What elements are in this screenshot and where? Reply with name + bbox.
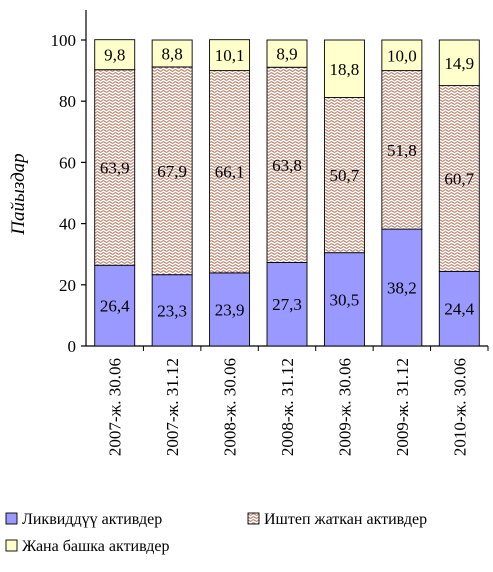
y-tick-label: 100	[51, 31, 77, 50]
data-label: 27,3	[272, 295, 302, 314]
y-tick-label: 80	[59, 92, 76, 111]
bar-segment-2	[438, 85, 480, 272]
bar-segment-2	[381, 70, 423, 230]
data-label: 26,4	[100, 297, 130, 316]
data-label: 50,7	[330, 166, 360, 185]
x-tick-label: 2007-ж. 30.06	[106, 358, 125, 456]
bar-segment-2	[323, 97, 365, 254]
legend-label: Ликвиддүү активдер	[22, 511, 162, 528]
legend-label: Иштеп жаткан активдер	[264, 511, 427, 528]
x-tick-label: 2008-ж. 31.12	[278, 358, 297, 456]
data-label: 24,4	[444, 300, 474, 319]
x-tick-label: 2009-ж. 31.12	[393, 358, 412, 456]
data-label: 8,8	[162, 44, 183, 63]
data-label: 38,2	[387, 279, 417, 298]
y-tick-label: 40	[59, 215, 76, 234]
x-tick-label: 2008-ж. 30.06	[221, 358, 240, 456]
data-label: 14,9	[444, 54, 474, 73]
data-label: 67,9	[157, 162, 187, 181]
legend-swatch	[5, 512, 18, 525]
bar-segment-1	[381, 228, 423, 347]
data-label: 18,8	[330, 60, 360, 79]
data-label: 23,3	[157, 301, 187, 320]
data-label: 51,8	[387, 141, 417, 160]
bar-segment-2	[209, 70, 251, 274]
x-tick-label: 2007-ж. 31.12	[163, 358, 182, 456]
bar-segment-3	[438, 39, 480, 87]
data-label: 63,8	[272, 156, 302, 175]
bar-segment-3	[209, 39, 251, 72]
bar-segment-1	[323, 252, 365, 347]
data-label: 60,7	[444, 169, 474, 188]
bar-segment-1	[151, 274, 193, 347]
bar-segment-1	[94, 264, 136, 347]
data-label: 10,1	[215, 46, 245, 65]
x-tick-label: 2010-ж. 30.06	[450, 358, 469, 456]
legend-swatch	[5, 539, 18, 552]
data-label: 10,0	[387, 46, 417, 65]
bar-segment-2	[266, 66, 308, 263]
y-tick-label: 0	[68, 337, 77, 356]
bar-segment-1	[266, 262, 308, 347]
bar-segment-3	[381, 39, 423, 72]
bar-segment-3	[266, 39, 308, 68]
data-label: 63,9	[100, 158, 130, 177]
bar-segment-3	[323, 39, 365, 98]
legend-swatch	[247, 512, 260, 525]
bar-segment-2	[151, 66, 193, 276]
legend: Ликвиддүү активдер Иштеп жаткан активдер Ж…	[5, 511, 427, 555]
data-label: 66,1	[215, 163, 245, 182]
bar-segment-3	[151, 39, 193, 68]
y-tick-label: 60	[59, 153, 76, 172]
bar-segment-2	[94, 69, 136, 266]
data-label: 8,9	[276, 45, 297, 64]
data-label: 9,8	[104, 46, 125, 65]
data-label: 23,9	[215, 300, 245, 319]
bar-segment-3	[94, 39, 136, 71]
legend-label: Жана башка активдер	[22, 538, 170, 555]
data-label: 30,5	[330, 290, 360, 309]
y-tick-label: 20	[59, 276, 76, 295]
bar-segment-1	[438, 270, 480, 347]
y-axis-label: Пайыздар	[8, 153, 29, 235]
x-tick-label: 2009-ж. 30.06	[335, 358, 354, 456]
